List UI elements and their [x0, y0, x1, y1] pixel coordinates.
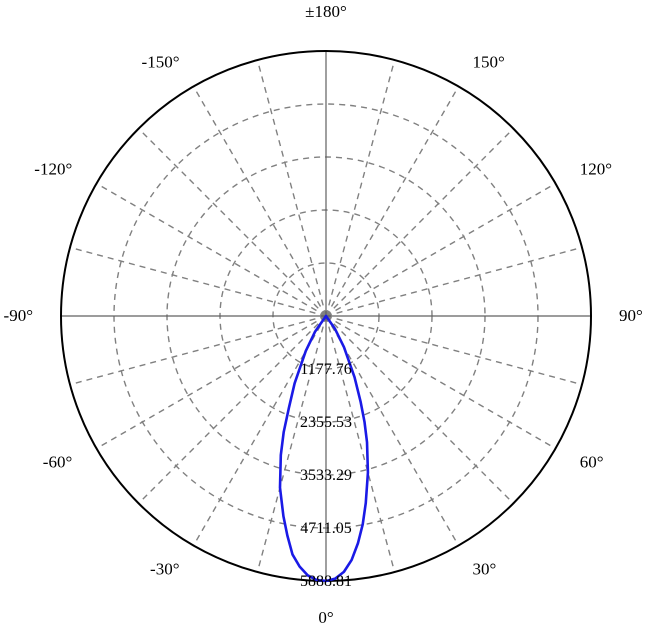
angle-label: -90°: [4, 306, 33, 325]
grid-spoke: [326, 184, 555, 317]
angle-label: 30°: [473, 560, 497, 579]
angle-label: -120°: [34, 160, 72, 179]
grid-spoke: [326, 87, 459, 316]
radial-tick-label: 2355.53: [300, 414, 352, 431]
angle-label: -30°: [150, 560, 179, 579]
angle-label: 120°: [580, 160, 612, 179]
grid-spoke: [97, 184, 326, 317]
polar-chart-svg: 1177.76 2355.53 3533.29 4711.05 5888.81 0° 30°…: [0, 0, 653, 632]
angle-label: 90°: [619, 306, 643, 325]
series-curve: [280, 316, 368, 581]
grid-spoke: [70, 247, 326, 316]
grid-spoke: [326, 316, 555, 449]
radial-tick-label: 4711.05: [300, 520, 351, 537]
radial-tick-label: 3533.29: [300, 467, 352, 484]
grid-spoke: [326, 60, 395, 316]
grid-spoke: [139, 129, 326, 316]
grid-spoke: [70, 316, 326, 385]
grid-spoke: [194, 87, 327, 316]
polar-chart: 1177.76 2355.53 3533.29 4711.05 5888.81 0° 30°…: [0, 0, 653, 632]
grid-spoke: [139, 316, 326, 503]
radial-tick-label: 5888.81: [300, 573, 352, 590]
grid-spoke: [257, 60, 326, 316]
grid-spoke: [326, 316, 513, 503]
grid-spoke: [97, 316, 326, 449]
grid-spoke: [326, 247, 582, 316]
angle-label: 150°: [473, 52, 505, 71]
grid-spoke: [326, 129, 513, 316]
angle-label: -150°: [142, 52, 180, 71]
grid-spoke: [326, 316, 582, 385]
angle-label: -60°: [43, 453, 72, 472]
angle-label: ±180°: [305, 2, 347, 21]
angle-label: 60°: [580, 453, 604, 472]
radial-tick-label: 1177.76: [300, 361, 351, 378]
angle-label: 0°: [318, 608, 333, 627]
